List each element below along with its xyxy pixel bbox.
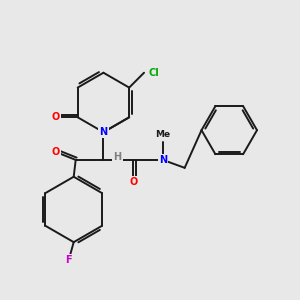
Text: Cl: Cl [149, 68, 160, 78]
Text: N: N [159, 155, 167, 165]
Text: Me: Me [155, 130, 170, 139]
Text: F: F [65, 255, 72, 265]
Text: N: N [99, 127, 107, 137]
Text: O: O [129, 177, 137, 187]
Text: H: H [113, 152, 122, 162]
Text: O: O [52, 147, 60, 157]
Text: O: O [52, 112, 60, 122]
